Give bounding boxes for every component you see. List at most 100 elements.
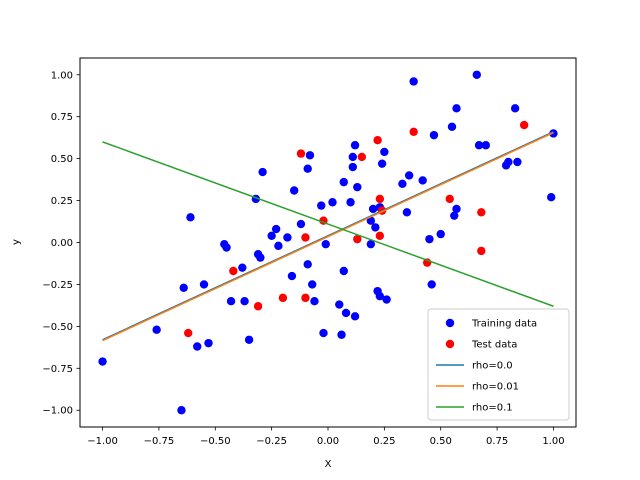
scatter-point (339, 177, 348, 187)
y-tick-label: 0.50 (51, 154, 73, 165)
scatter-point (404, 171, 414, 180)
legend-item: rho=0.1 (436, 403, 513, 414)
x-tick-label: −0.50 (200, 436, 231, 447)
scatter-point (301, 293, 310, 303)
scatter-point (380, 147, 389, 157)
x-tick-label: 0.00 (317, 436, 339, 447)
scatter-point (193, 342, 202, 351)
scatter-point (226, 297, 236, 306)
scatter-point (375, 194, 385, 204)
scatter-point (244, 335, 254, 344)
scatter-point (278, 293, 288, 303)
scatter-point (240, 297, 249, 306)
scatter-point (238, 263, 247, 272)
y-tick-label: 1.00 (51, 70, 73, 81)
scatter-point (283, 233, 292, 242)
scatter-point (253, 302, 263, 311)
scatter-point (177, 406, 186, 415)
scatter-point (450, 211, 459, 220)
y-axis-label: y (11, 239, 22, 245)
scatter-point (477, 208, 486, 217)
scatter-point (289, 186, 299, 195)
scatter-point (409, 77, 418, 86)
x-tick-label: 0.75 (486, 436, 508, 447)
scatter-point (445, 194, 454, 204)
y-tick-label: −0.50 (42, 322, 73, 333)
scatter-point (418, 176, 427, 185)
scatter-point (303, 260, 312, 269)
x-tick-label: −0.75 (144, 436, 175, 447)
scatter-point (447, 122, 457, 131)
scatter-point (222, 243, 231, 252)
scatter-point (301, 233, 310, 242)
plot-area (98, 70, 558, 415)
x-tick-label: −0.25 (256, 436, 287, 447)
scatter-point (513, 157, 522, 167)
series-training-data (98, 70, 558, 415)
scatter-point (452, 204, 461, 214)
y-tick-label: 0.25 (51, 196, 73, 207)
scatter-point (321, 239, 330, 249)
legend-marker (445, 318, 455, 328)
x-axis-label: X (325, 459, 332, 470)
scatter-point (267, 231, 276, 240)
scatter-point (368, 204, 378, 214)
scatter-point (274, 241, 283, 251)
scatter-point (186, 213, 195, 222)
scatter-point (353, 182, 362, 192)
x-axis-ticks: −1.00 −0.75 −0.50 −0.25 0.00 0.25 0.50 0.75 1.00 (87, 427, 565, 447)
x-tick-label: 0.50 (430, 436, 452, 447)
scatter-point (366, 239, 376, 249)
scatter-point (337, 330, 346, 339)
legend-item: Test data (445, 339, 517, 351)
legend-label: Test data (471, 340, 517, 351)
scatter-point (452, 104, 461, 113)
scatter-point (481, 141, 491, 150)
scatter-point (504, 157, 513, 167)
scatter-point (402, 208, 412, 217)
legend-marker (445, 339, 455, 349)
scatter-point (348, 152, 357, 162)
scatter-point (305, 151, 315, 160)
scatter-point (375, 231, 385, 240)
scatter-point (199, 280, 209, 289)
legend-label: Training data (471, 319, 537, 330)
y-tick-label: −0.25 (42, 280, 73, 291)
scatter-point (98, 357, 107, 366)
scatter-point (472, 70, 481, 79)
scatter-point (341, 308, 351, 318)
legend: Training data Test data rho=0.0 rho=0.01 rho… (427, 308, 570, 421)
scatter-point (348, 162, 357, 172)
scatter-point (474, 141, 484, 150)
scatter-point (477, 246, 486, 256)
scatter-point (152, 325, 161, 334)
scatter-point (547, 193, 556, 202)
scatter-point (425, 234, 434, 244)
legend-label: rho=0.0 (472, 361, 513, 372)
scatter-point (346, 198, 355, 207)
series-line-rho-0-01 (102, 131, 554, 342)
scatter-point (375, 291, 385, 301)
scatter-point (184, 328, 193, 338)
scatter-point (371, 223, 380, 232)
scatter-point (398, 179, 407, 188)
scatter-point (319, 328, 328, 338)
x-tick-label: −1.00 (87, 436, 118, 447)
scatter-point (510, 104, 520, 113)
scatter-point (256, 253, 265, 262)
legend-item: rho=0.0 (436, 361, 513, 372)
scatter-point (357, 152, 367, 162)
scatter-point (427, 280, 436, 289)
scatter-point (296, 149, 306, 158)
y-tick-label: −0.75 (42, 364, 73, 375)
scatter-point (271, 224, 281, 234)
scatter-point (353, 234, 362, 244)
legend-box (427, 308, 570, 421)
scatter-point (229, 266, 238, 276)
scatter-point (258, 167, 267, 177)
legend-label: rho=0.1 (472, 403, 513, 414)
scatter-point (429, 130, 439, 140)
scatter-point (519, 120, 529, 130)
scatter-point (310, 297, 319, 306)
y-tick-label: −1.00 (42, 406, 73, 417)
